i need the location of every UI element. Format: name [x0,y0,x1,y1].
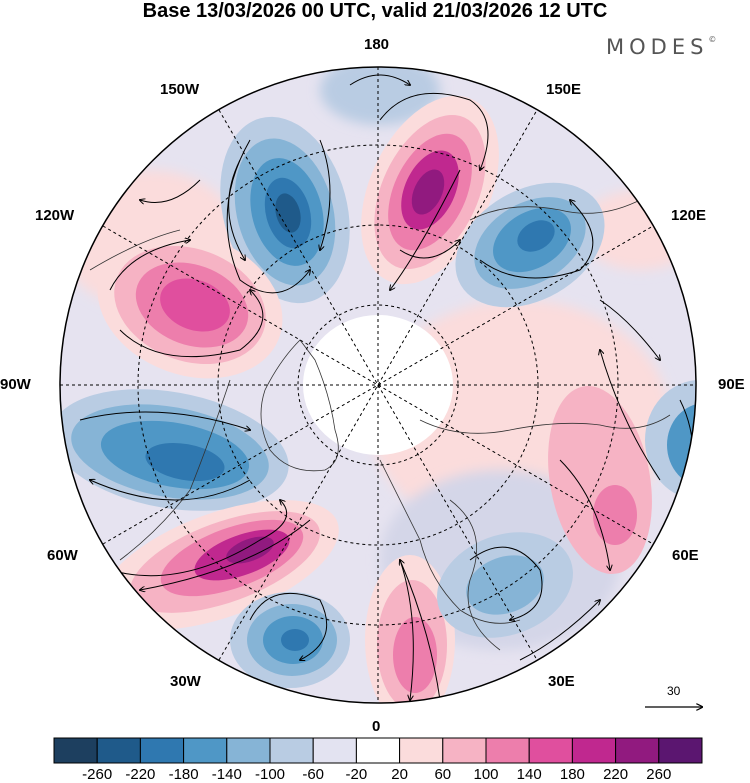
colorbar-segment [355,737,401,764]
colorbar-segment [226,737,271,764]
colorbar-segment [399,737,444,764]
colorbar-segment [53,737,98,764]
colorbar-segment [442,737,487,764]
anomaly-field [60,67,696,703]
reference-vector-label: 30 [667,684,681,698]
colorbar-segment [312,737,357,764]
brand-mark: © [708,35,717,44]
colorbar-tick-label: 140 [516,766,542,783]
meridian-label-60w: 60W [47,547,78,564]
colorbar-segment [485,737,530,764]
trough-150w [220,116,350,304]
colorbar-tick-label: -20 [345,766,368,783]
meridian-label-120w: 120W [35,207,75,224]
graticule [60,67,696,703]
trough-30w [230,592,350,688]
colorbar-tick-label: 100 [473,766,499,783]
meridian-label-120e: 120E [671,207,707,224]
modes-logo: MODES© [606,35,716,59]
colorbar-segment [528,737,573,764]
colorbar-tick-label: -180 [168,766,199,783]
map-border [59,66,697,704]
meridian-label-180: 180 [364,36,390,53]
colorbar-segment [96,737,141,764]
colorbar-tick-label: 180 [559,766,585,783]
colorbar-segment [658,737,703,764]
ridge-60e [548,386,652,574]
colorbar-tick-label: -140 [211,766,242,783]
ridge-105w [97,231,283,379]
meridian-label-30e: 30E [548,673,575,690]
map-title: Base 13/03/2026 00 UTC, valid 21/03/2026… [142,0,608,22]
colorbar-tick-label: -220 [125,766,156,783]
meridian-label-60e: 60E [672,547,699,564]
ridge-50w [101,500,339,630]
meridian-label-90w: 90W [0,376,31,393]
colorbar [53,737,703,764]
colorbar-segment [571,737,617,764]
ridge-10e [365,555,455,703]
meridian-label-150e: 150E [546,81,582,98]
trough-75w [60,389,289,511]
colorbar-tick-label: -100 [254,766,286,783]
colorbar-tick-label: 60 [434,766,452,783]
meridian-label-30w: 30W [170,673,201,690]
colorbar-segment [269,737,314,764]
colorbar-segment [139,737,185,764]
meridian-label-0: 0 [372,718,381,735]
brand-text: MODES [606,35,709,59]
meridian-label-90e: 90E [718,376,745,393]
colorbar-tick-label: 20 [391,766,408,783]
coastlines [89,199,671,651]
colorbar-tick-label: 260 [646,766,672,783]
colorbar-segment [615,737,660,764]
colorbar-tick-label: -60 [302,766,325,783]
colorbar-segment [183,737,228,764]
colorbar-tick-label: -260 [82,766,113,783]
meridian-label-150w: 150W [160,81,200,98]
colorbar-tick-label: 220 [603,766,629,783]
trough-90e [645,380,696,500]
